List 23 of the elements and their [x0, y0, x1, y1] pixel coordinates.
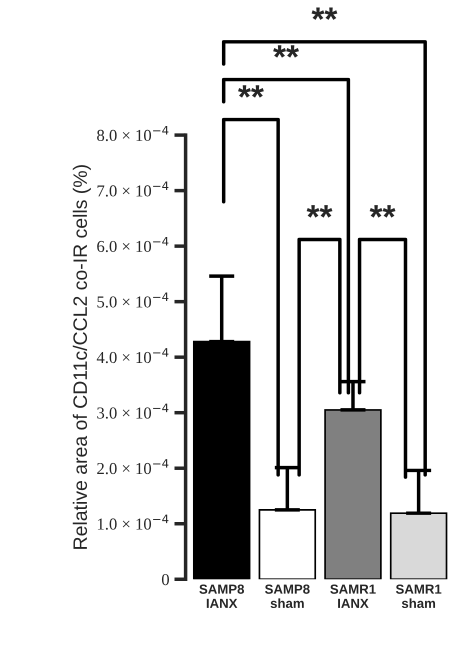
text: ** [238, 85, 264, 98]
y-axis-title: Relative area of CD11c/CCL2 co-IR cells (%) [72, 165, 91, 549]
annotation: ** [370, 205, 396, 218]
annotation: ** [306, 205, 332, 218]
y-tick-label: 3.0 × 10$^{−4}$ [97, 404, 168, 419]
x-tick-label: SAMP8 IANX [199, 584, 244, 608]
bar [192, 340, 250, 580]
y-tick-label: 8.0 × 10$^{−4}$ [97, 126, 168, 142]
x-tick-label: SAMP8 sham [264, 584, 310, 608]
text: ** [273, 45, 299, 58]
x-tick-label: SAMR1 IANX [330, 584, 376, 608]
y-tick-label: 1.0 × 10$^{−4}$ [98, 514, 168, 530]
y-tick-label: 2.0 × 10$^{−4}$ [97, 459, 168, 474]
y-tick-label: 6.0 × 10$^{−4}$ [97, 237, 168, 252]
x-tick-label: SAMR1 sham [396, 584, 442, 608]
y-tick-label: 5.0 × 10$^{−4}$ [97, 292, 168, 308]
bar [390, 512, 448, 580]
text: ** [312, 8, 338, 20]
bar [258, 509, 316, 580]
y-tick-label: 4.0 × 10$^{−4}$ [96, 348, 168, 364]
y-tick-label: 0 [162, 574, 169, 586]
y-tick-label: 7.0 × 10$^{−4}$ [98, 182, 168, 197]
bar [324, 409, 382, 580]
